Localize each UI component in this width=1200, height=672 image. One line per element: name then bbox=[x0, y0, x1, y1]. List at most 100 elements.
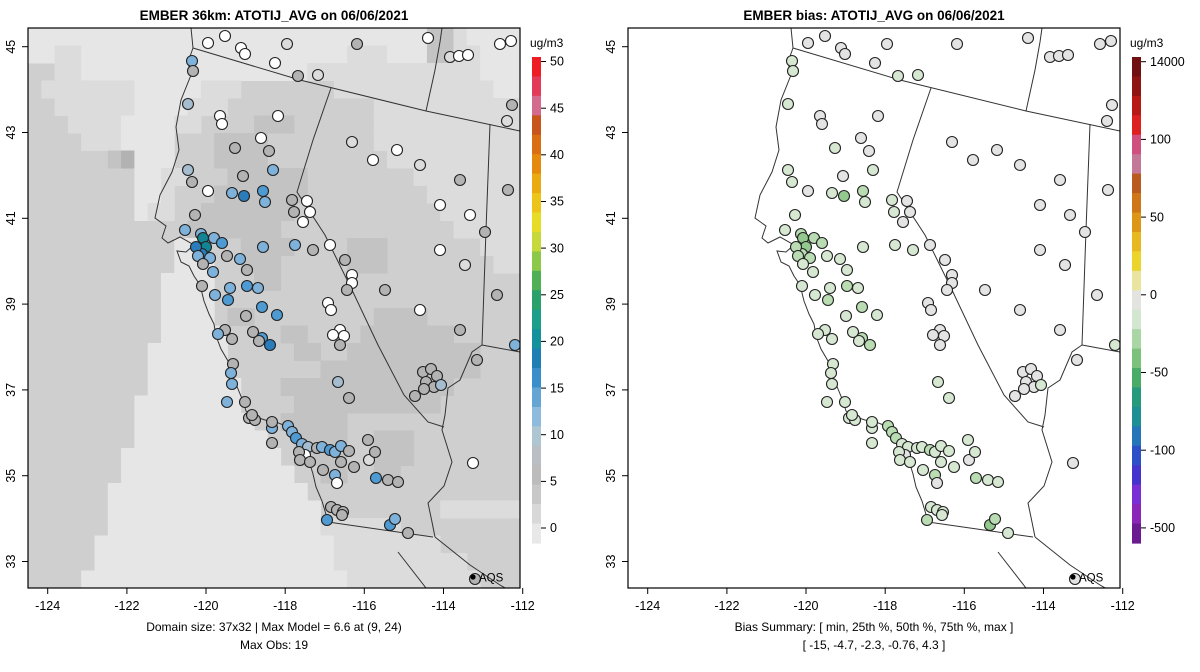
station-marker bbox=[342, 444, 356, 458]
station-marker bbox=[801, 184, 815, 198]
svg-text:-116: -116 bbox=[352, 599, 376, 613]
station-marker bbox=[366, 153, 380, 167]
station-marker bbox=[466, 456, 480, 470]
station-marker bbox=[806, 265, 820, 279]
station-marker bbox=[433, 243, 447, 257]
station-marker bbox=[880, 37, 894, 51]
station-marker bbox=[335, 508, 349, 522]
station-marker bbox=[906, 243, 920, 257]
station-marker bbox=[381, 473, 395, 487]
station-marker bbox=[265, 436, 279, 450]
station-marker bbox=[1108, 338, 1120, 352]
station-marker bbox=[1090, 288, 1104, 302]
svg-text:-112: -112 bbox=[511, 599, 535, 613]
station-marker bbox=[823, 281, 837, 295]
station-marker bbox=[990, 143, 1004, 157]
station-marker bbox=[350, 37, 364, 51]
station-marker bbox=[1034, 378, 1048, 392]
station-marker bbox=[461, 48, 475, 62]
station-marker bbox=[345, 135, 359, 149]
right-panel-title: EMBER bias: ATOTIJ_AVG on 06/06/2021 bbox=[743, 8, 1005, 23]
station-marker bbox=[923, 238, 937, 252]
station-marker bbox=[862, 144, 876, 158]
station-marker bbox=[181, 97, 195, 111]
station-marker bbox=[185, 175, 199, 189]
svg-text:-500: -500 bbox=[1150, 521, 1175, 535]
svg-text:ug/m3: ug/m3 bbox=[1130, 36, 1164, 50]
station-marker bbox=[934, 455, 948, 469]
station-marker bbox=[417, 382, 431, 396]
station-marker bbox=[185, 54, 199, 68]
station-marker bbox=[505, 98, 519, 112]
station-marker bbox=[1033, 198, 1047, 212]
station-marker bbox=[266, 163, 280, 177]
station-marker bbox=[326, 328, 340, 342]
station-marker bbox=[866, 163, 880, 177]
station-marker bbox=[1100, 114, 1114, 128]
station-marker bbox=[1058, 258, 1072, 272]
station-marker bbox=[825, 332, 839, 346]
right-caption-line1: Bias Summary: [ min, 25th %, 50th %, 75t… bbox=[734, 620, 1014, 634]
station-marker bbox=[818, 29, 832, 43]
station-marker bbox=[815, 117, 829, 131]
station-marker bbox=[931, 375, 945, 389]
svg-text:43: 43 bbox=[604, 126, 618, 140]
station-marker bbox=[391, 475, 405, 489]
station-marker bbox=[942, 391, 956, 405]
station-marker bbox=[478, 225, 492, 239]
svg-text:-116: -116 bbox=[952, 599, 976, 613]
station-marker bbox=[891, 69, 905, 83]
station-marker bbox=[233, 252, 247, 266]
station-marker bbox=[293, 453, 307, 467]
station-marker bbox=[413, 158, 427, 172]
station-marker bbox=[1101, 183, 1115, 197]
aqs-legend: AQS bbox=[470, 573, 504, 585]
svg-text:40: 40 bbox=[550, 148, 564, 162]
left-caption-line2: Max Obs: 19 bbox=[239, 638, 309, 652]
station-marker bbox=[824, 366, 838, 380]
station-marker bbox=[268, 56, 282, 70]
station-marker bbox=[453, 173, 467, 187]
y-axis: 45 43 41 39 37 35 33 bbox=[4, 40, 28, 568]
station-marker bbox=[836, 169, 850, 183]
bias-colorbar: ug/m3 14000 100 50 0 -50 -100 -500 bbox=[1130, 36, 1185, 544]
station-marker bbox=[845, 408, 859, 422]
station-marker bbox=[211, 327, 225, 341]
svg-text:45: 45 bbox=[604, 40, 618, 54]
station-marker bbox=[837, 189, 851, 203]
station-marker bbox=[820, 249, 834, 263]
left-panel-title: EMBER 36km: ATOTIJ_AVG on 06/06/2021 bbox=[139, 8, 409, 23]
svg-text:41: 41 bbox=[604, 211, 618, 225]
station-marker bbox=[969, 471, 983, 485]
station-marker bbox=[856, 240, 870, 254]
svg-text:50: 50 bbox=[550, 55, 564, 69]
station-marker bbox=[220, 249, 234, 263]
svg-text:39: 39 bbox=[4, 297, 18, 311]
station-marker bbox=[433, 198, 447, 212]
left-caption-line1: Domain size: 37x32 | Max Model = 6.6 at … bbox=[146, 620, 402, 634]
station-marker bbox=[201, 184, 215, 198]
svg-text:35: 35 bbox=[604, 469, 618, 483]
station-marker bbox=[453, 323, 467, 337]
station-marker bbox=[781, 97, 795, 111]
svg-text:35: 35 bbox=[4, 469, 18, 483]
plot-frame bbox=[27, 27, 521, 589]
station-marker bbox=[470, 353, 484, 367]
station-marker bbox=[788, 208, 802, 222]
station-marker bbox=[500, 114, 514, 128]
station-marker bbox=[388, 512, 402, 526]
station-marker bbox=[838, 47, 852, 61]
station-marker bbox=[930, 476, 944, 490]
station-marker bbox=[871, 109, 885, 123]
station-marker bbox=[311, 68, 325, 82]
station-marker bbox=[463, 208, 477, 222]
station-marker bbox=[1017, 382, 1031, 396]
station-marker bbox=[887, 205, 901, 219]
station-marker bbox=[225, 332, 239, 346]
station-marker bbox=[888, 238, 902, 252]
station-marker bbox=[1093, 37, 1107, 51]
station-marker bbox=[785, 175, 799, 189]
station-marker bbox=[306, 243, 320, 257]
svg-text:-124: -124 bbox=[635, 599, 660, 613]
